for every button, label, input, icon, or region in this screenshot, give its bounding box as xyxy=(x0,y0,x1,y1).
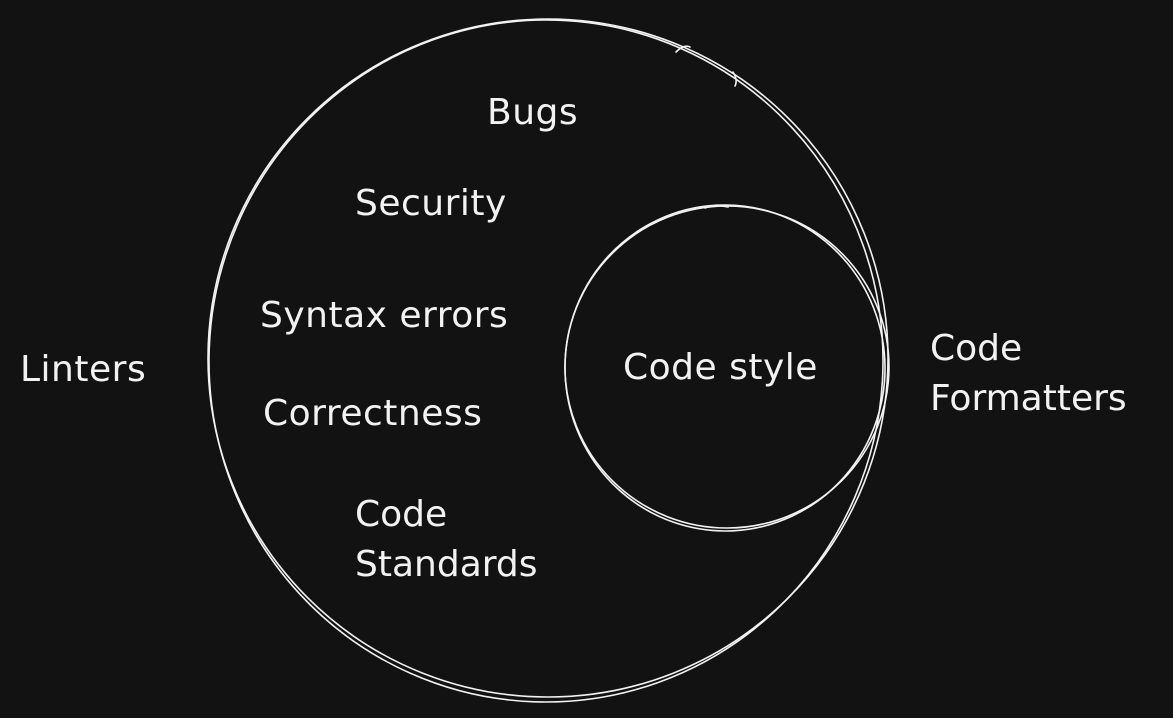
code-style-label: Code style xyxy=(623,347,818,388)
security-label: Security xyxy=(355,183,507,224)
correctness-label: Correctness xyxy=(263,393,483,434)
code-formatters-label-line-1: Code xyxy=(930,328,1023,369)
code-standards-label: Code Standards xyxy=(355,490,538,590)
code-formatters-circle xyxy=(564,204,890,532)
code-standards-label-line-1: Code xyxy=(355,494,448,535)
syntax-errors-label: Syntax errors xyxy=(260,295,509,336)
code-formatters-label-line-2: Formatters xyxy=(930,378,1127,419)
code-standards-label-line-2: Standards xyxy=(355,544,538,585)
bugs-label: Bugs xyxy=(487,92,579,133)
code-formatters-label: Code Formatters xyxy=(930,324,1127,424)
linters-label: Linters xyxy=(20,349,147,390)
